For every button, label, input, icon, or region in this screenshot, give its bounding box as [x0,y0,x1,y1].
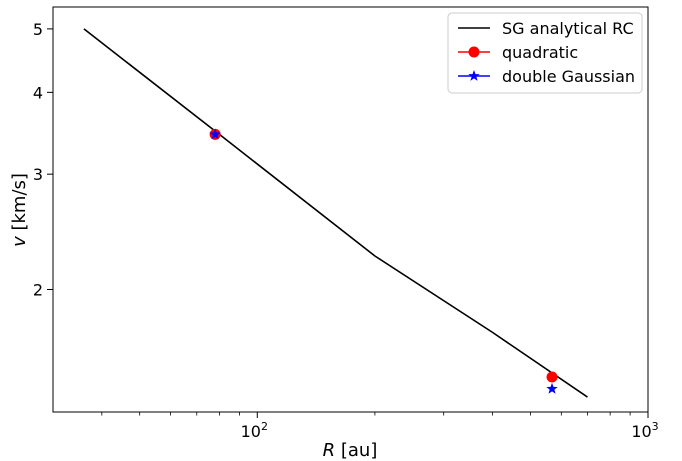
x-tick-label-10-2: 102 [241,420,268,441]
x-tick-label-10-3: 103 [631,420,658,441]
y-tick-label-2: 2 [33,280,43,299]
legend-label-sg: SG analytical RC [502,19,634,38]
legend: SG analytical RC quadratic double Gaussi… [447,12,643,94]
y-tick-label-5: 5 [33,20,43,39]
point-double-gaussian-0 [209,128,221,140]
legend-marker-double-gaussian [468,70,480,81]
legend-marker-quadratic [468,46,480,58]
point-quadratic-1 [546,371,558,383]
legend-label-quadratic: quadratic [502,43,578,62]
x-axis-label: R [au] [323,440,378,461]
y-tick-label-3: 3 [33,165,43,184]
y-axis-label: v [km/s] [9,173,30,247]
series-line-sg-analytical-rc [83,28,588,398]
x-axis-ticks: 102 103 [101,412,659,441]
y-axis-ticks: 2 3 4 5 [33,20,53,299]
series-layer [83,28,588,398]
legend-label-double-gaussian: double Gaussian [502,67,635,86]
point-double-gaussian-1 [546,382,558,394]
legend-box [447,12,643,94]
y-tick-label-4: 4 [33,83,43,102]
